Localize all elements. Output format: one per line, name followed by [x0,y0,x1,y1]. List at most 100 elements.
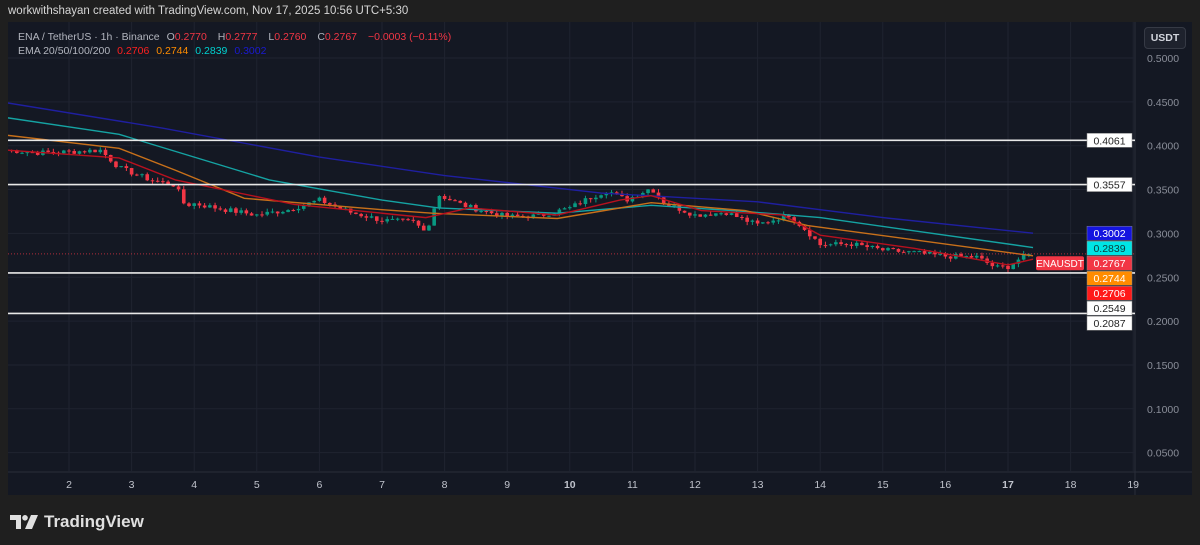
candle-up [562,208,567,210]
candle-down [588,198,593,200]
candle-down [374,216,379,221]
chart-legend: ENA / TetherUS · 1h · Binance O0.2770 H0… [18,30,455,58]
candle-up [964,255,969,257]
candle-up [301,205,306,209]
candle-down [489,211,494,214]
y-tick-label: 0.0500 [1147,448,1179,460]
candle-down [1006,265,1010,270]
candle-down [187,203,191,206]
candle-down [442,196,447,199]
candle-down [406,219,410,221]
ema20-value: 0.2706 [117,45,150,57]
candle-down [93,149,97,153]
symbol-title[interactable]: ENA / TetherUS · 1h · Binance [18,31,160,43]
open-label: O [166,31,175,43]
candle-up [907,251,911,253]
level-price-label: 0.4061 [1093,135,1125,147]
candle-up [208,205,212,208]
candle-down [223,209,228,212]
symbol-tag-bg [1036,256,1084,271]
candle-up [828,244,833,246]
candle-up [1011,263,1016,270]
candle-up [1021,254,1026,260]
y-tick-label: 0.1500 [1147,360,1179,372]
candle-up [286,209,290,213]
candle-up [781,214,786,221]
ema50-line [8,134,1034,257]
candle-down [818,238,822,246]
candle-up [776,220,781,222]
x-tick-label: 10 [564,479,576,491]
candle-down [249,213,254,216]
candle-up [385,219,390,222]
candle-up [20,152,24,154]
candle-up [912,251,916,253]
candle-down [740,216,744,218]
candle-down [687,212,692,216]
candle-down [328,203,332,205]
close-value: 0.2767 [324,31,358,43]
candle-down [338,206,343,209]
tradingview-logo[interactable]: TradingView [10,512,144,532]
x-tick-label: 18 [1065,479,1077,491]
ema-label[interactable]: EMA 20/50/100/200 [18,45,111,57]
y-tick-label: 0.1000 [1147,404,1179,416]
candle-up [255,214,259,216]
candle-down [505,212,509,217]
candle-down [844,244,849,246]
candle-up [395,218,400,220]
candle-down [515,214,520,216]
candle-down [677,205,682,211]
candle-down [1000,265,1005,267]
candle-up [296,208,301,211]
candle-up [870,245,875,247]
candle-down [865,245,869,247]
x-tick-label: 13 [752,479,764,491]
currency-button[interactable]: USDT [1144,27,1186,49]
y-tick-label: 0.3000 [1147,228,1179,240]
candle-up [557,209,562,214]
price-label-bg [1086,255,1133,271]
candle-down [667,204,671,206]
candle-up [974,255,979,258]
candle-down [181,189,186,204]
ema20-line [8,149,1034,266]
candle-down [103,149,108,156]
x-tick-label: 7 [379,479,385,491]
candle-up [573,203,577,208]
price-label: 0.3002 [1093,228,1125,240]
candle-down [416,220,421,226]
candle-down [30,152,35,154]
candle-down [959,254,963,257]
candle-up [468,204,473,208]
candle-down [860,242,864,246]
x-tick-label: 5 [254,479,260,491]
y-tick-label: 0.2500 [1147,272,1179,284]
chart-panel[interactable] [8,22,1192,495]
candle-down [364,216,369,218]
ema100-value: 0.2839 [195,45,228,57]
candle-up [609,192,614,194]
candle-down [682,210,687,213]
candle-down [234,208,238,213]
candle-down [291,209,296,211]
ema100-line [8,117,1034,249]
candle-down [108,155,113,162]
candle-down [411,219,416,221]
candle-up [630,197,635,202]
candle-up [479,211,483,213]
candle-down [161,181,165,183]
candle-down [698,214,703,217]
x-tick-label: 3 [129,479,135,491]
candle-up [427,225,431,231]
ema-row: EMA 20/50/100/200 0.2706 0.2744 0.2839 0… [18,44,455,58]
candle-up [390,218,395,220]
candle-down [82,151,87,153]
candle-down [448,198,452,201]
candle-down [933,251,937,255]
y-tick-label: 0.4500 [1147,97,1179,109]
candle-up [703,214,708,217]
candle-down [896,248,901,252]
candle-down [651,189,656,193]
